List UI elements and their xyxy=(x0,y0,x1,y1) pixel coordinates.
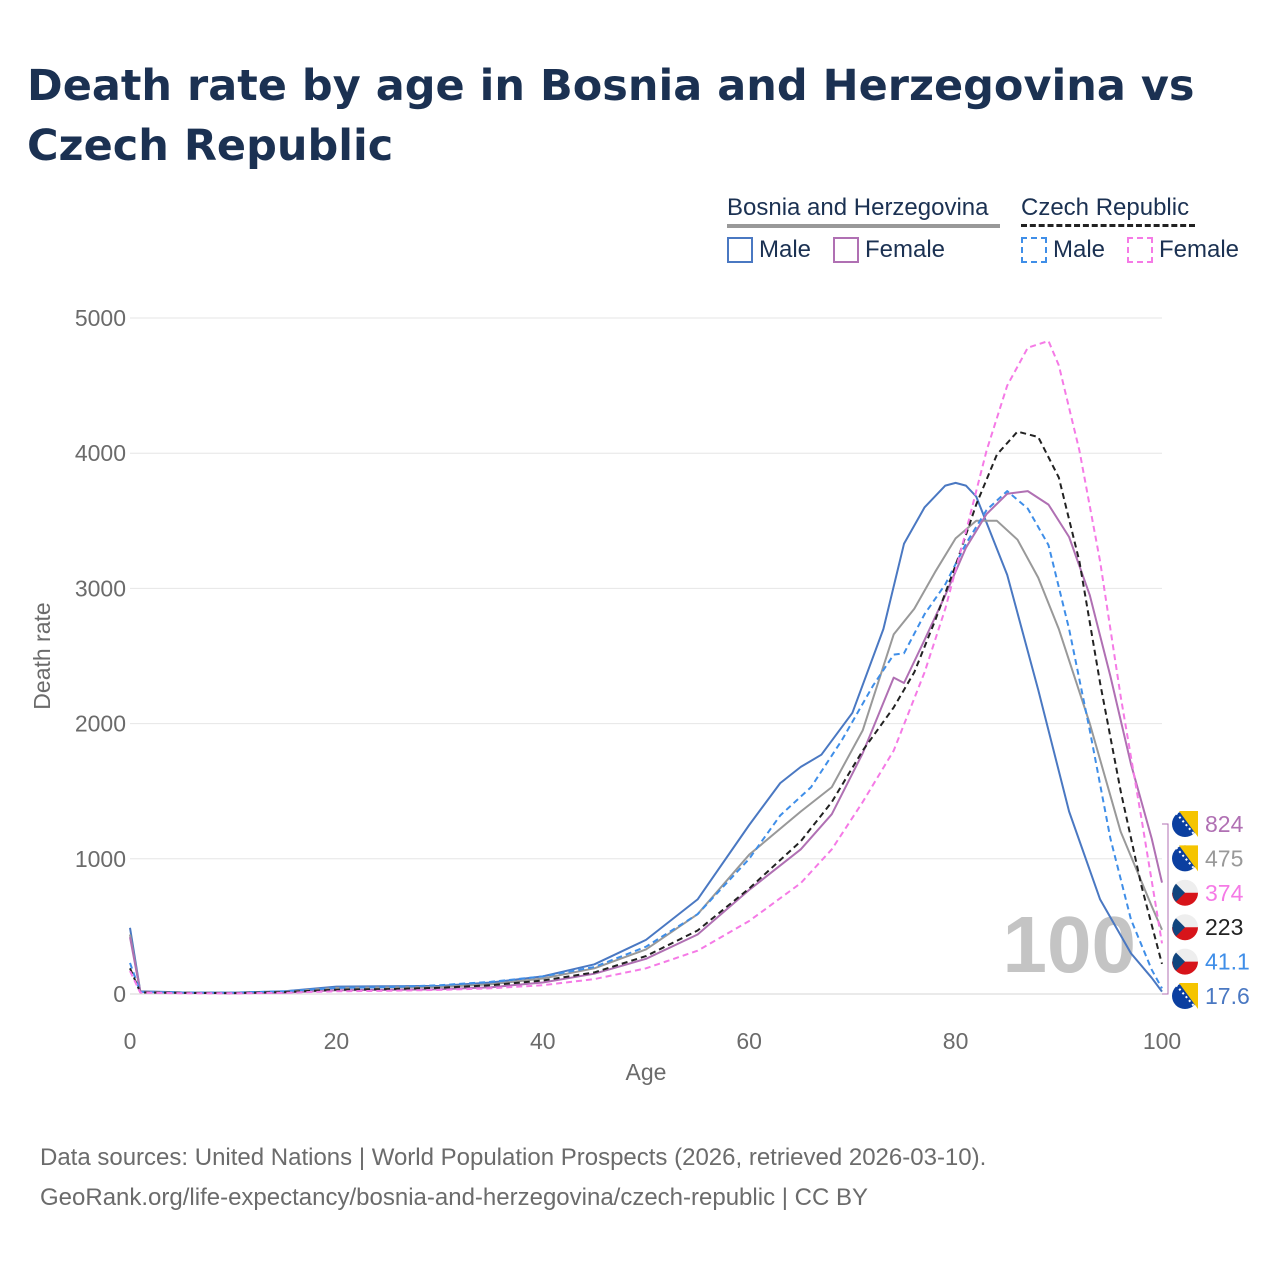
czech-flag-wedge xyxy=(1172,918,1185,937)
legend-group-czech[interactable]: Czech Republic xyxy=(1021,194,1190,221)
chart-title: Death rate by age in Bosnia and Herzegov… xyxy=(27,61,1195,171)
x-tick-label: 100 xyxy=(1143,1028,1181,1054)
y-tick-label: 2000 xyxy=(75,711,126,737)
end-value-label: 374 xyxy=(1205,880,1244,906)
legend-czech-male[interactable]: Male xyxy=(1021,236,1105,264)
czech-flag-wedge xyxy=(1172,883,1185,902)
end-label-connector xyxy=(1162,823,1169,995)
end-value-label: 475 xyxy=(1205,845,1243,871)
czech-flag-wedge xyxy=(1172,952,1185,971)
series-line[interactable] xyxy=(129,430,1163,995)
end-value-label: 17.6 xyxy=(1205,983,1250,1009)
source-line-1: Data sources: United Nations | World Pop… xyxy=(40,1144,987,1171)
death-rate-chart: 0 1000 2000 3000 4000 5000 0 20 40 60 80 100 Age Deat… xyxy=(29,305,1250,1085)
legend-swatch-bosnia-male xyxy=(727,237,753,263)
x-tick-label: 80 xyxy=(943,1028,969,1054)
y-tick-label: 0 xyxy=(113,981,126,1007)
legend-swatch-bosnia-female xyxy=(833,237,859,263)
x-tick-label: 20 xyxy=(324,1028,350,1054)
y-tick-label: 5000 xyxy=(75,305,126,331)
bosnia-flag-triangle xyxy=(1179,811,1198,837)
bosnia-flag-triangle xyxy=(1179,845,1198,872)
y-tick-label: 3000 xyxy=(75,575,126,601)
series-line[interactable] xyxy=(129,490,1163,994)
end-value-label: 223 xyxy=(1205,914,1243,940)
y-axis-label: Death rate xyxy=(29,602,55,709)
legend-group-bosnia-line xyxy=(727,224,1000,228)
x-tick-label: 60 xyxy=(736,1028,762,1054)
legend-swatch-czech-female xyxy=(1127,237,1153,263)
end-value-label: 41.1 xyxy=(1205,949,1250,975)
series-line[interactable] xyxy=(129,519,1163,994)
series-line[interactable] xyxy=(129,481,1163,994)
end-value-label: 824 xyxy=(1205,811,1244,837)
y-tick-label: 4000 xyxy=(75,440,126,466)
legend-swatch-czech-male xyxy=(1021,237,1047,263)
legend-label-czech-male: Male xyxy=(1053,236,1106,263)
source-note: Data sources: United Nations | World Pop… xyxy=(40,1138,986,1218)
age-watermark: 100 xyxy=(1003,900,1136,989)
x-tick-label: 0 xyxy=(124,1028,137,1054)
legend-label-bosnia-male: Male xyxy=(759,236,812,263)
source-line-2[interactable]: GeoRank.org/life-expectancy/bosnia-and-h… xyxy=(40,1184,868,1211)
bosnia-flag-triangle xyxy=(1179,983,1198,1009)
legend-bosnia-female[interactable]: Female xyxy=(833,236,945,264)
series-line[interactable] xyxy=(129,340,1163,995)
x-axis-label: Age xyxy=(626,1059,667,1085)
legend-czech-female[interactable]: Female xyxy=(1127,236,1239,264)
legend-group-czech-line xyxy=(1021,224,1195,227)
legend-group-bosnia[interactable]: Bosnia and Herzegovina xyxy=(727,194,989,221)
legend-bosnia-male[interactable]: Male xyxy=(727,236,811,264)
x-tick-label: 40 xyxy=(530,1028,556,1054)
legend-label-czech-female: Female xyxy=(1159,236,1240,263)
legend-label-bosnia-female: Female xyxy=(865,236,946,263)
y-tick-label: 1000 xyxy=(75,846,126,872)
